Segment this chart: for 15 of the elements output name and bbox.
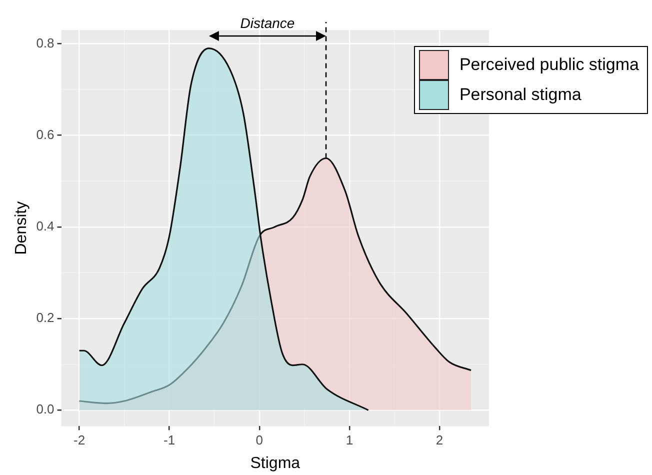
x-tick-label: -2 bbox=[74, 432, 86, 448]
y-tick-label: 0.0 bbox=[36, 402, 54, 417]
x-axis-title: Stigma bbox=[250, 454, 300, 472]
annotation: Distance bbox=[240, 14, 295, 31]
y-tick-label: 0.4 bbox=[36, 218, 54, 234]
x-tick-label: -1 bbox=[164, 432, 176, 448]
y-tick-label: 0.6 bbox=[36, 126, 54, 142]
x-tick-label: 1 bbox=[346, 432, 354, 448]
legend-label: Personal stigma bbox=[459, 85, 582, 105]
y-tick-label: 0.2 bbox=[36, 310, 54, 326]
x-tick-label: 2 bbox=[436, 432, 444, 448]
legend-label: Perceived public stigma bbox=[459, 55, 639, 75]
y-tick-label: 0.8 bbox=[36, 35, 54, 50]
y-axis-title: Density bbox=[13, 201, 30, 255]
x-tick-label: 0 bbox=[256, 432, 263, 448]
